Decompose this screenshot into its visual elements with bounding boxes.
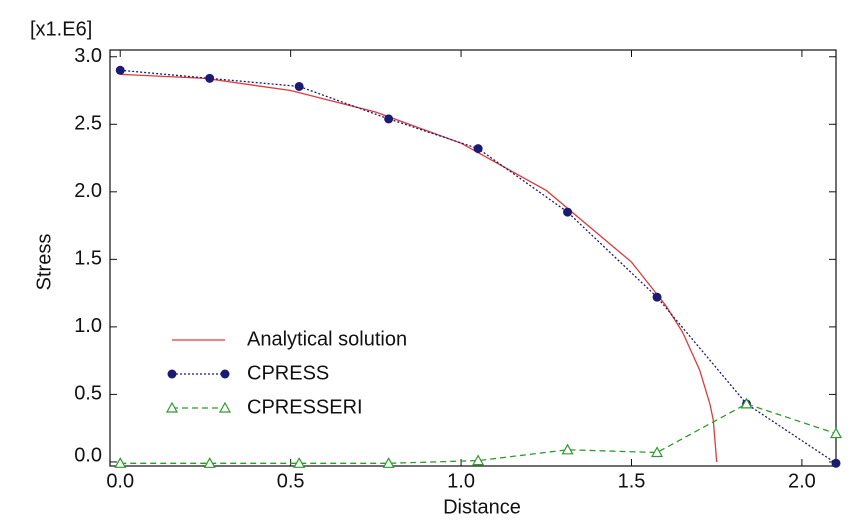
point — [293, 457, 306, 468]
y-axis-label: Stress — [33, 234, 55, 291]
plot-frame — [109, 49, 837, 467]
y-multiplier: [x1.E6] — [30, 18, 92, 40]
y-tick-label: 1.5 — [74, 248, 102, 270]
legend-label: Analytical solution — [247, 328, 407, 350]
point — [294, 81, 304, 91]
point — [740, 397, 753, 409]
series-line — [120, 403, 837, 464]
legend-label: CPRESS — [247, 362, 329, 384]
point — [563, 207, 573, 217]
point — [561, 443, 574, 455]
point — [205, 73, 215, 83]
x-tick-label: 0.5 — [277, 470, 305, 492]
point — [472, 454, 485, 466]
x-tick-label: 1.0 — [447, 470, 475, 492]
y-tick-label: 2.0 — [74, 180, 102, 202]
point — [651, 446, 664, 458]
x-axis-label: Distance — [443, 496, 521, 518]
point — [203, 457, 216, 468]
y-tick-label: 0.5 — [74, 383, 102, 405]
series-line — [120, 73, 718, 463]
point — [382, 457, 395, 468]
x-tick-label: 2.0 — [788, 470, 816, 492]
x-tick-label: 0.0 — [106, 470, 134, 492]
legend-marker — [167, 369, 177, 379]
y-tick-label: 3.0 — [74, 45, 102, 67]
series-line — [120, 69, 837, 464]
x-tick-label: 1.5 — [618, 470, 646, 492]
point — [829, 427, 843, 439]
y-tick-label: 0.0 — [74, 444, 102, 466]
point — [114, 457, 127, 468]
point — [384, 114, 394, 124]
legend-label: CPRESSERI — [247, 396, 363, 418]
y-tick-label: 2.5 — [74, 113, 102, 135]
point — [831, 458, 841, 468]
legend-marker — [220, 369, 230, 379]
y-tick-label: 1.0 — [74, 315, 102, 337]
point — [652, 292, 662, 302]
point — [473, 144, 483, 154]
legend-marker — [218, 401, 232, 413]
legend-marker — [165, 401, 179, 413]
point — [115, 65, 125, 75]
